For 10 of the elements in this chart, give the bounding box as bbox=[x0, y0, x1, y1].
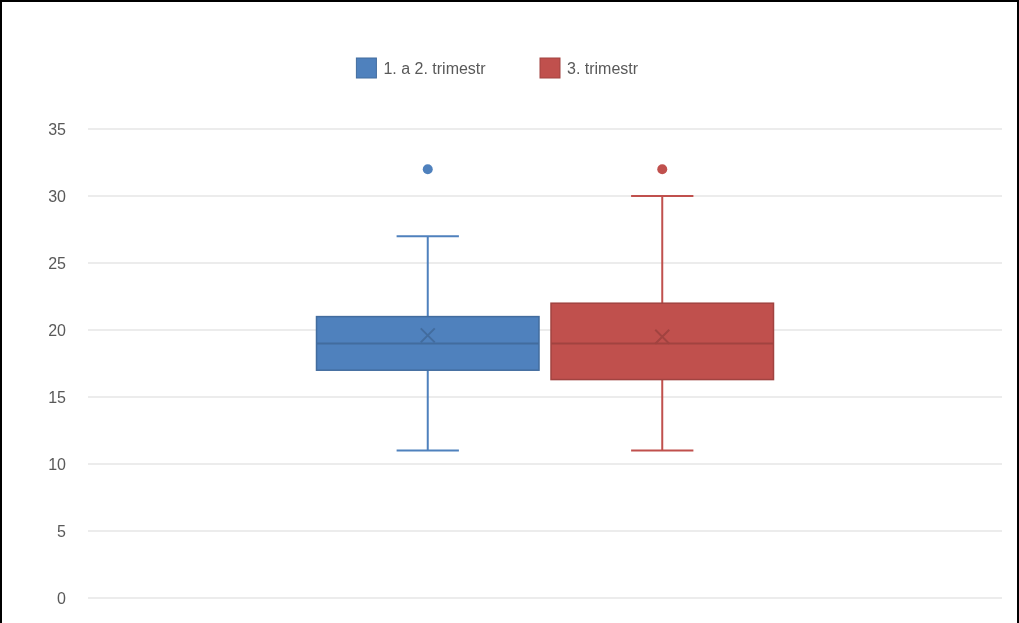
y-tick-label: 25 bbox=[48, 254, 67, 272]
legend-label: 1. a 2. trimestr bbox=[383, 59, 487, 77]
y-tick-label: 15 bbox=[48, 388, 67, 406]
y-tick-label: 0 bbox=[57, 589, 67, 607]
y-tick-label: 5 bbox=[57, 522, 67, 540]
y-tick-label: 10 bbox=[48, 455, 67, 473]
y-tick-label: 30 bbox=[48, 187, 67, 205]
y-tick-label: 20 bbox=[48, 321, 67, 339]
y-tick-label: 35 bbox=[48, 120, 67, 138]
legend-label: 3. trimestr bbox=[567, 59, 639, 77]
